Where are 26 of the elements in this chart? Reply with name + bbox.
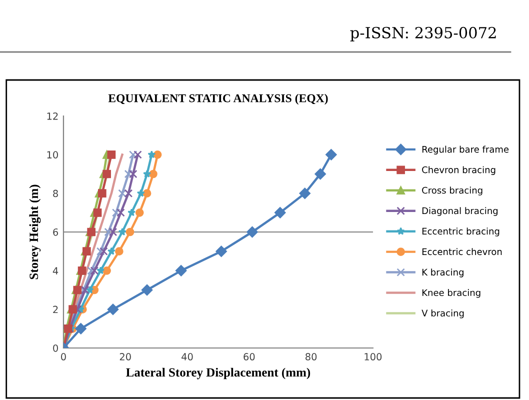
legend-label: Diagonal bracing [422,207,498,216]
x-tick-label: 40 [182,353,193,360]
legend-label: Regular bare frame [422,146,509,154]
legend-label: Eccentric chevron [422,248,502,256]
y-tick-label: 0 [53,344,58,352]
chart-title: EQUIVALENT STATIC ANALYSIS (EQX) [108,94,328,105]
y-tick-label: 10 [47,151,58,158]
legend-label: Eccentric bracing [422,228,500,236]
legend-label: K bracing [422,268,464,278]
legend-label: Cross bracing [422,186,482,196]
y-tick-label: 4 [52,267,58,274]
legend-label: Knee bracing [422,289,480,298]
legend-label: Chevron bracing [422,166,496,175]
x-axis-title: Lateral Storey Displacement (mm) [126,368,310,380]
y-tick-label: 6 [53,228,58,236]
y-axis-title: Storey Height (m) [29,184,41,280]
x-tick-label: 60 [244,353,255,360]
text: p-ISSN: 2395-0072 [350,26,496,42]
x-tick-label: 0 [61,353,66,360]
y-tick-label: 2 [53,306,58,314]
x-tick-label: 80 [306,353,317,360]
x-tick-label: 20 [120,353,131,360]
y-tick-label: 8 [53,190,58,198]
legend-label: V bracing [422,310,464,318]
x-tick-label: 100 [364,353,382,360]
y-tick-label: 12 [47,112,58,120]
